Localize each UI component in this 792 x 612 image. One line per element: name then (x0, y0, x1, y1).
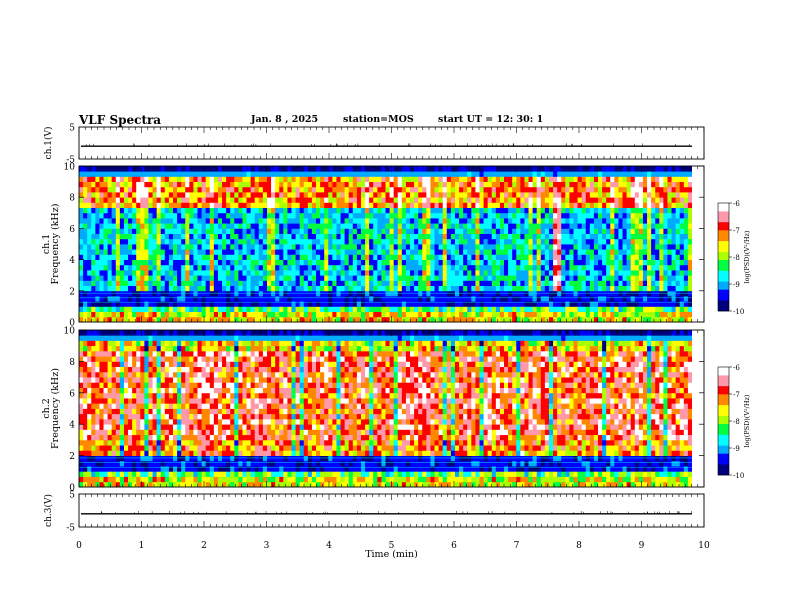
ch1-spectrogram-cells (79, 166, 693, 323)
colorbar-label: log(PSD)(V²/Hz) (743, 394, 751, 447)
y-tick-label: -5 (66, 156, 75, 166)
y-tick-label: 0 (69, 319, 75, 329)
y-tick-label: 10 (64, 163, 76, 173)
colorbar-tick-label: -8 (733, 418, 740, 426)
x-tick-label: 5 (389, 541, 395, 551)
start-ut-label: start UT = 12: 30: 1 (438, 114, 544, 125)
y-tick-label: 10 (64, 327, 76, 337)
date-label: Jan. 8 , 2025 (251, 114, 319, 125)
y-tick-label: 5 (69, 491, 75, 501)
y-axis-frequency-label: Frequency (kHz) (50, 204, 61, 285)
colorbar-label: log(PSD)(V²/Hz) (743, 230, 751, 283)
x-tick-label: 10 (698, 541, 710, 551)
x-tick-label: 0 (76, 541, 82, 551)
ch1-spectrogram-panel: -6 -7 -8 -9 -10 log(PSD)(V²/Hz) ch.1Frequency … (41, 163, 751, 329)
colorbar-tick-label: -6 (733, 200, 740, 208)
ch1-waveform-panel: ch.1(V) 5 -5 (43, 124, 705, 166)
y-tick-label: 0 (69, 484, 75, 494)
x-tick-label: 9 (639, 541, 645, 551)
ch2-spectrogram-cells (79, 330, 693, 488)
ch2-spectrogram-panel: -6 -7 -8 -9 -10 log(PSD)(V²/Hz) ch.2Frequency … (41, 327, 751, 494)
ch3-waveform-panel: ch.3(V) 5 -5 Time (min) 0 1 2 3 4 5 6 7 8 9 10 (43, 491, 710, 561)
x-tick-label: 8 (576, 541, 582, 551)
y-tick-label: 8 (69, 194, 75, 204)
x-tick-label: 1 (139, 541, 145, 551)
y-tick-label: -5 (66, 524, 75, 534)
x-tick-label: 4 (326, 541, 332, 551)
colorbar-tick-label: -9 (733, 281, 740, 289)
x-tick-label: 2 (201, 541, 207, 551)
y-tick-label: 6 (69, 225, 75, 235)
y-tick-label: 2 (69, 287, 75, 297)
station-label: station=MOS (343, 114, 414, 125)
x-tick-label: 6 (451, 541, 457, 551)
y-axis-channel-label: ch.1 (41, 234, 52, 255)
y-axis-label: ch.3(V) (43, 494, 54, 527)
y-axis-channel-label: ch.2 (41, 398, 52, 419)
x-tick-label: 3 (264, 541, 270, 551)
y-tick-label: 4 (69, 421, 75, 431)
colorbar-tick-label: -6 (733, 364, 740, 372)
colorbar-tick-label: -9 (733, 445, 740, 453)
y-axis-frequency-label: Frequency (kHz) (50, 368, 61, 449)
colorbar-tick-label: -10 (733, 308, 744, 316)
x-axis-label: Time (min) (365, 549, 418, 560)
ch2-spectrogram-colorbar: -6 -7 -8 -9 -10 log(PSD)(V²/Hz) (717, 364, 751, 480)
colorbar-tick-label: -10 (733, 472, 744, 480)
colorbar-tick-label: -8 (733, 254, 740, 262)
y-tick-label: 4 (69, 256, 75, 266)
colorbar-tick-label: -7 (733, 391, 740, 399)
y-axis-label: ch.1(V) (43, 127, 54, 160)
x-tick-label: 7 (514, 541, 520, 551)
y-tick-label: 5 (69, 124, 75, 134)
ch1-spectrogram-colorbar: -6 -7 -8 -9 -10 log(PSD)(V²/Hz) (717, 200, 751, 316)
y-tick-label: 6 (69, 389, 75, 399)
y-tick-label: 2 (69, 452, 75, 462)
figure-title: VLF Spectra (79, 113, 162, 127)
y-tick-label: 8 (69, 358, 75, 368)
colorbar-tick-label: -7 (733, 227, 740, 235)
